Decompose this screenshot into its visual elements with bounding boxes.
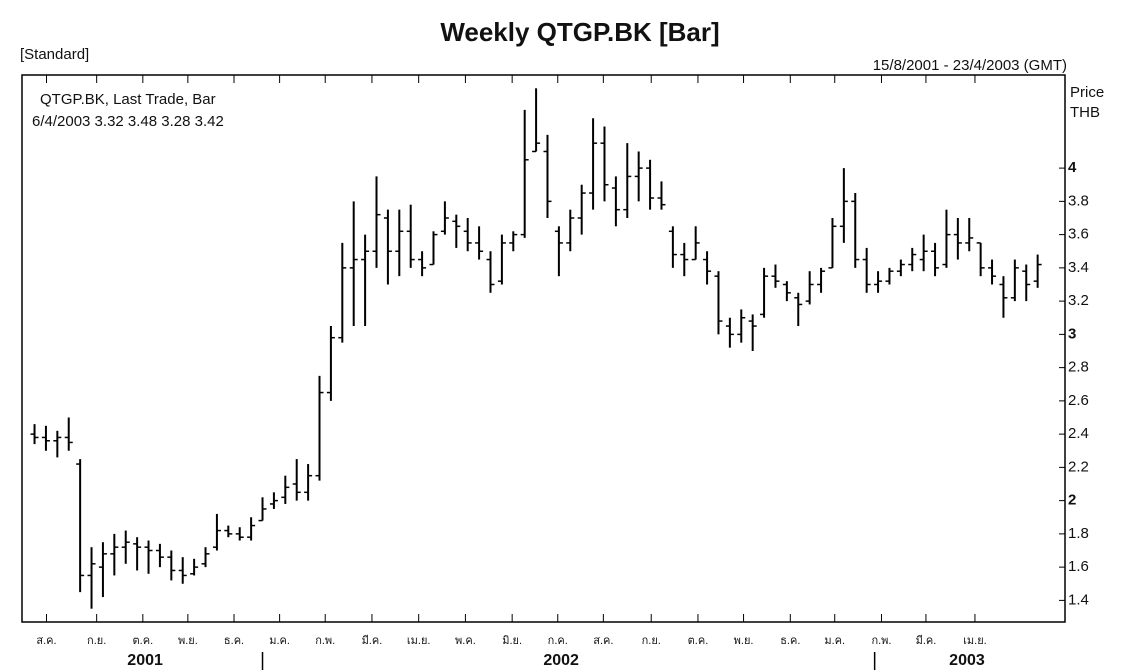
year-label: 2001 [127, 652, 163, 669]
x-tick-label: ม.ค. [269, 635, 290, 647]
y-tick-label: 2 [1068, 492, 1076, 509]
plot-frame [21, 74, 1066, 623]
legend-line: QTGP.BK, Last Trade, Bar [40, 91, 216, 108]
x-tick-label: ก.พ. [871, 635, 891, 647]
x-tick-label: มิ.ย. [502, 635, 522, 647]
chart-title: Weekly QTGP.BK [Bar] [440, 17, 719, 47]
x-tick-label: เม.ย. [963, 635, 987, 647]
y-tick-label: 1.6 [1068, 558, 1089, 575]
y-axis-label: Price [1070, 84, 1104, 101]
x-tick-label: เม.ย. [407, 635, 431, 647]
x-tick-label: ม.ค. [824, 635, 845, 647]
y-tick-label: 2.2 [1068, 458, 1089, 475]
x-tick-label: ส.ค. [593, 635, 613, 647]
x-tick-label: ธ.ค. [224, 635, 244, 647]
x-tick-label: ก.พ. [315, 635, 335, 647]
y-tick-label: 3.2 [1068, 292, 1089, 309]
x-tick-label: ก.ค. [548, 635, 568, 647]
y-tick-label: 2.4 [1068, 425, 1089, 442]
year-label: 2002 [543, 652, 579, 669]
date-range: 15/8/2001 - 23/4/2003 (GMT) [873, 57, 1067, 74]
x-tick-label: ต.ค. [688, 635, 709, 647]
x-tick-label: พ.ย. [178, 635, 198, 647]
x-tick-label: มี.ค. [362, 634, 383, 647]
x-tick-label: ธ.ค. [780, 635, 800, 647]
y-tick-label: 3.8 [1068, 192, 1089, 209]
y-tick-label: 3.4 [1068, 259, 1089, 276]
legend-line: 6/4/2003 3.32 3.48 3.28 3.42 [32, 113, 224, 130]
x-tick-label: ส.ค. [36, 635, 56, 647]
x-tick-label: มี.ค. [916, 634, 937, 647]
y-tick-label: 1.4 [1068, 591, 1089, 608]
x-tick-label: พ.ค. [455, 635, 476, 647]
y-tick-label: 1.8 [1068, 525, 1089, 542]
y-tick-label: 3 [1068, 325, 1076, 342]
x-tick-label: ก.ย. [642, 635, 661, 647]
x-tick-label: ก.ย. [87, 635, 106, 647]
y-tick-label: 2.6 [1068, 392, 1089, 409]
y-tick-label: 4 [1068, 159, 1077, 176]
y-tick-label: 3.6 [1068, 226, 1089, 243]
y-axis-label: THB [1070, 104, 1100, 121]
subtitle: [Standard] [20, 46, 89, 63]
y-tick-label: 2.8 [1068, 359, 1089, 376]
x-tick-label: พ.ย. [734, 635, 754, 647]
year-label: 2003 [949, 652, 985, 669]
x-tick-label: ต.ค. [133, 635, 154, 647]
